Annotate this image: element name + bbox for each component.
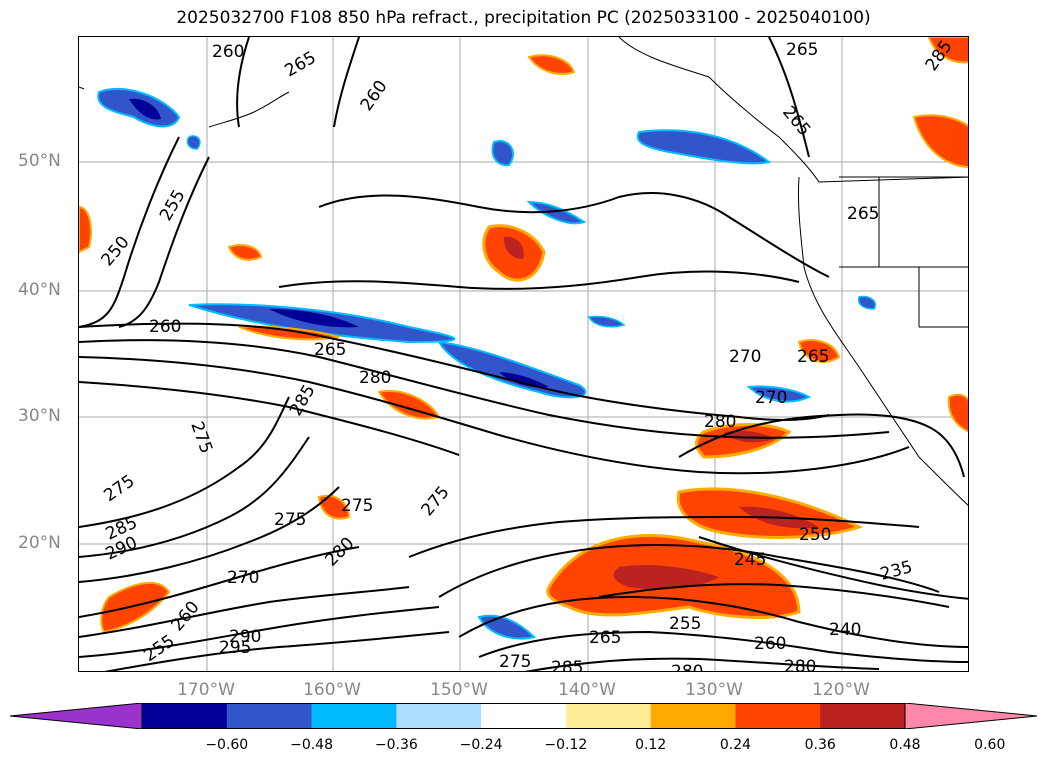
colorbar-tick-label: −0.12 [544, 737, 588, 753]
contour-label: 265 [589, 628, 621, 648]
contour-label: 265 [778, 102, 814, 140]
colorbar-cell [142, 703, 228, 729]
colorbar-outline [141, 703, 906, 729]
colorbar-tick-label: 0.60 [974, 737, 1006, 753]
colorbar-extend-low [10, 703, 143, 729]
contour-label: 265 [797, 347, 829, 367]
refractivity-contours [79, 37, 968, 671]
contour-label: 260 [212, 42, 244, 62]
colorbar-extend-high [904, 703, 1037, 729]
contour-label: 280 [704, 412, 736, 432]
contour-label: 260 [357, 77, 392, 115]
colorbar [10, 703, 1037, 729]
positive-precip-patches [79, 37, 968, 634]
contour-label: 275 [499, 652, 531, 672]
lat-label-30n: 30°N [18, 406, 61, 426]
contour-label: 240 [829, 620, 861, 640]
colorbar-tick-label: −0.60 [205, 737, 249, 753]
colorbar-cell [481, 703, 567, 729]
lat-label-40n: 40°N [18, 280, 61, 300]
contour-label: 265 [847, 204, 879, 224]
contour-label: 270 [755, 388, 787, 408]
colorbar-cell [565, 703, 652, 729]
contour-label: 290 [229, 627, 261, 647]
colorbar-cell [650, 703, 736, 729]
colorbar-cell [735, 703, 821, 729]
coastlines [79, 37, 968, 506]
contour-label: 235 [878, 557, 915, 585]
colorbar-cell [396, 703, 482, 729]
colorbar-cell [226, 703, 313, 729]
colorbar-cell [311, 703, 397, 729]
lon-label-130w: 130°W [685, 680, 743, 700]
colorbar-cell [820, 703, 906, 729]
colorbar-tick-label: 0.36 [804, 737, 836, 753]
contour-label: 275 [100, 471, 138, 506]
contour-label: 250 [799, 525, 831, 545]
contour-label: 275 [274, 510, 306, 530]
contour-label: 270 [729, 347, 761, 367]
contour-label: 280 [784, 657, 816, 672]
contour-label: 255 [156, 186, 190, 224]
contour-labels: 260 265 265 260 285 265 255 250 260 265 … [98, 37, 957, 672]
lon-label-140w: 140°W [558, 680, 616, 700]
contour-label: 280 [671, 662, 703, 672]
contour-label: 260 [168, 597, 204, 635]
contour-label: 295 [219, 638, 251, 658]
contour-label: 255 [669, 614, 701, 634]
contour-label: 275 [186, 419, 216, 456]
map-canvas: 260 265 265 260 285 265 255 250 260 265 … [79, 37, 968, 672]
contour-label: 265 [786, 40, 818, 60]
colorbar-tick-label: 0.48 [889, 737, 921, 753]
lon-label-170w: 170°W [177, 680, 235, 700]
contour-label: 270 [227, 568, 259, 588]
contour-label: 275 [418, 482, 454, 520]
contour-label: 285 [551, 658, 583, 672]
colorbar-tick-label: −0.24 [459, 737, 503, 753]
contour-label: 265 [314, 340, 346, 360]
colorbar-tick-label: 0.24 [719, 737, 752, 753]
colorbar-tick-label: −0.48 [290, 737, 333, 753]
contour-label: 260 [149, 317, 181, 337]
colorbar-tick-label: −0.36 [374, 737, 418, 753]
contour-label: 245 [734, 550, 766, 570]
map-panel: 260 265 265 260 285 265 255 250 260 265 … [78, 36, 969, 672]
lon-label-160w: 160°W [303, 680, 361, 700]
map-title: 2025032700 F108 850 hPa refract., precip… [176, 8, 871, 28]
lon-label-120w: 120°W [812, 680, 870, 700]
lat-label-20n: 20°N [18, 533, 61, 553]
lon-label-150w: 150°W [430, 680, 488, 700]
contour-label: 265 [282, 48, 320, 82]
lat-label-50n: 50°N [18, 151, 61, 171]
contour-label: 275 [341, 496, 373, 516]
colorbar-tick-label: 0.12 [635, 737, 667, 753]
contour-label: 260 [754, 634, 786, 654]
colorbar-cells [10, 703, 1037, 729]
negative-precip-patches [97, 87, 876, 640]
contour-label: 280 [359, 368, 391, 388]
contour-label: 280 [321, 533, 358, 570]
